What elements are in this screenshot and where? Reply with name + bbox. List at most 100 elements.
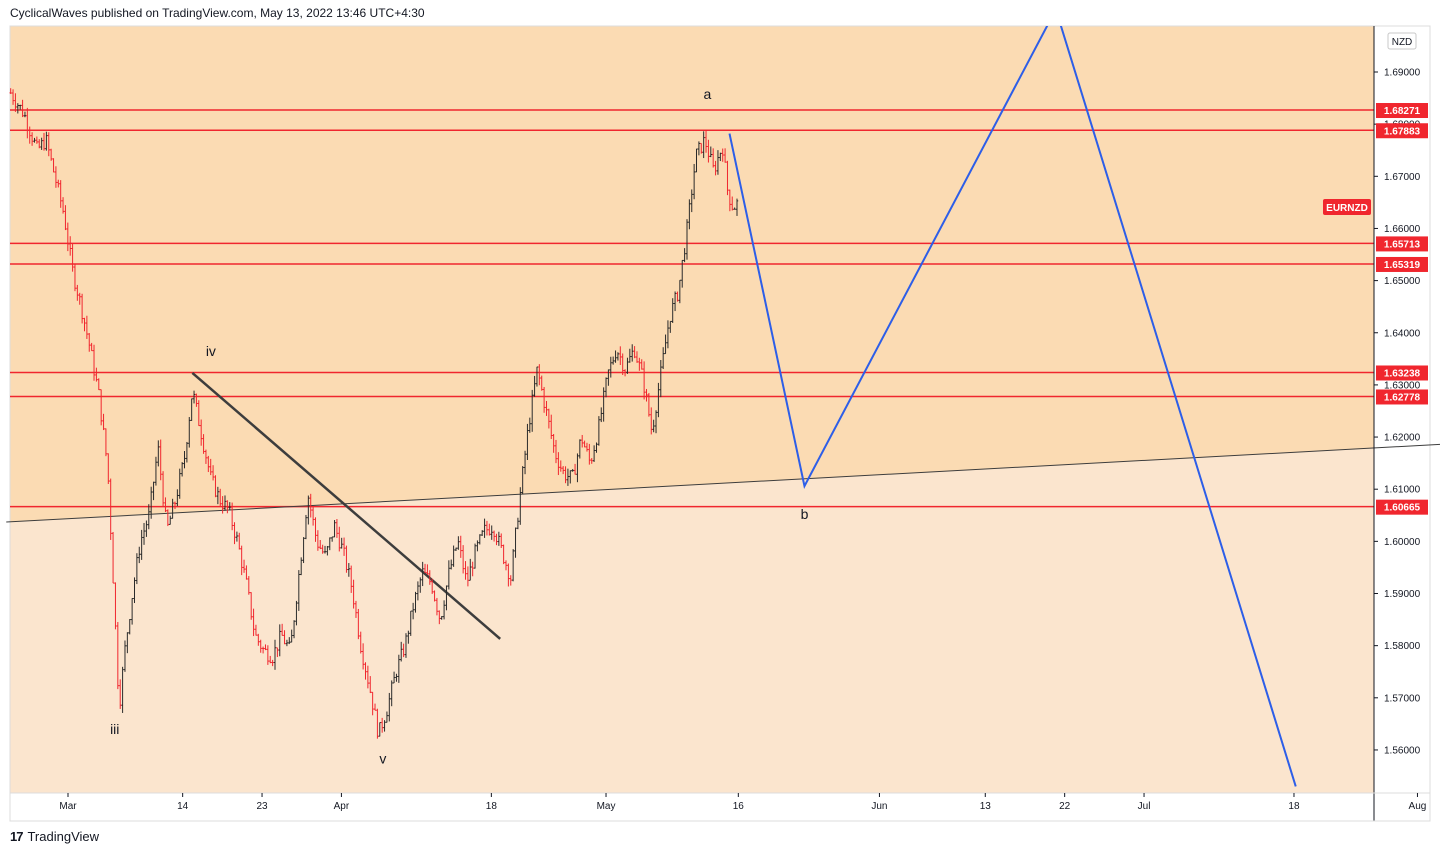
candle-229 <box>554 439 558 464</box>
candle-206 <box>500 533 503 549</box>
candle-148 <box>361 643 365 670</box>
wave-label-v: v <box>379 751 386 767</box>
candle-227 <box>550 414 553 440</box>
time-tick-label: 23 <box>256 801 268 812</box>
forecast-line <box>728 26 1297 787</box>
candle-28 <box>76 284 79 301</box>
symbol-label: EURNZD <box>1326 203 1368 214</box>
candle-142 <box>347 563 351 577</box>
candle-121 <box>297 570 301 611</box>
candle-287 <box>692 163 696 200</box>
price-tick-label: 1.60000 <box>1384 537 1421 548</box>
time-tick-label: Apr <box>334 801 350 812</box>
candle-101 <box>249 592 253 620</box>
candle-273 <box>659 359 662 398</box>
candle-247 <box>597 416 601 446</box>
candle-283 <box>683 248 686 263</box>
price-tag-label: 1.60665 <box>1384 503 1421 514</box>
price-tick-label: 1.64000 <box>1384 328 1421 339</box>
candle-249 <box>602 387 605 422</box>
price-zones <box>10 26 1374 793</box>
candle-81 <box>202 434 205 454</box>
candle-71 <box>178 468 181 499</box>
candle-186 <box>452 545 455 567</box>
candle-196 <box>476 540 479 552</box>
candle-27 <box>73 264 77 292</box>
candle-18 <box>52 158 55 173</box>
candle-42 <box>109 478 112 540</box>
candle-267 <box>645 388 648 402</box>
candle-272 <box>657 382 660 418</box>
candle-238 <box>576 453 579 483</box>
candle-45 <box>116 621 120 690</box>
candle-1 <box>11 89 15 105</box>
candle-110 <box>271 659 274 667</box>
candle-160 <box>390 680 393 707</box>
candle-48 <box>123 640 127 672</box>
candle-129 <box>316 530 320 551</box>
time-axis-frame <box>9 792 1431 822</box>
candle-298 <box>719 152 722 162</box>
candle-251 <box>607 369 610 386</box>
candle-293 <box>707 139 710 163</box>
candle-124 <box>304 514 308 540</box>
candle-192 <box>466 566 470 587</box>
horizontal-levels <box>10 109 1374 508</box>
candle-215 <box>521 466 524 495</box>
candle-255 <box>616 352 620 361</box>
candle-69 <box>173 501 177 510</box>
brand-name: TradingView <box>27 829 100 844</box>
candle-174 <box>423 563 427 574</box>
candle-158 <box>385 711 389 723</box>
candle-5 <box>21 99 24 118</box>
candle-41 <box>107 453 110 485</box>
candle-24 <box>66 222 70 252</box>
price-tag-label: 1.62778 <box>1384 392 1421 403</box>
candle-50 <box>128 619 131 635</box>
candle-177 <box>430 578 434 594</box>
candle-185 <box>450 559 453 570</box>
candle-220 <box>533 375 536 397</box>
candle-44 <box>114 582 117 630</box>
candle-57 <box>145 520 148 537</box>
candle-123 <box>302 537 305 564</box>
price-tick-label: 1.58000 <box>1384 641 1421 652</box>
candle-239 <box>578 439 582 459</box>
candle-105 <box>259 639 262 653</box>
candle-6 <box>23 111 27 118</box>
price-tag-label: 1.63238 <box>1384 368 1421 379</box>
candle-286 <box>690 189 693 213</box>
candle-107 <box>264 644 267 651</box>
candle-82 <box>204 449 208 464</box>
candle-117 <box>288 637 291 645</box>
price-tag-0 <box>1376 103 1428 119</box>
symbol-tag <box>1323 199 1371 215</box>
candle-159 <box>388 692 391 722</box>
candle-135 <box>330 536 334 542</box>
candle-253 <box>611 356 615 365</box>
candle-259 <box>626 357 629 374</box>
candle-61 <box>154 456 158 486</box>
candle-250 <box>604 377 608 398</box>
candle-252 <box>609 356 612 378</box>
candle-0 <box>9 88 12 94</box>
candle-9 <box>30 132 34 146</box>
candle-96 <box>238 532 241 550</box>
candle-152 <box>371 691 374 716</box>
price-tick-label: 1.66000 <box>1384 224 1421 235</box>
candle-233 <box>564 466 567 484</box>
time-tick-label: Mar <box>59 801 77 812</box>
price-tick-label: 1.69000 <box>1384 68 1421 79</box>
candle-221 <box>535 366 539 387</box>
wave-label-b: b <box>801 506 809 522</box>
candle-133 <box>326 545 329 556</box>
candle-108 <box>266 645 270 665</box>
resistance-trend-line <box>191 371 501 640</box>
candle-285 <box>688 199 691 230</box>
candle-211 <box>511 549 515 582</box>
candle-209 <box>507 563 510 587</box>
time-tick-label: 13 <box>980 801 992 812</box>
candle-95 <box>235 531 239 542</box>
candle-147 <box>359 631 362 654</box>
